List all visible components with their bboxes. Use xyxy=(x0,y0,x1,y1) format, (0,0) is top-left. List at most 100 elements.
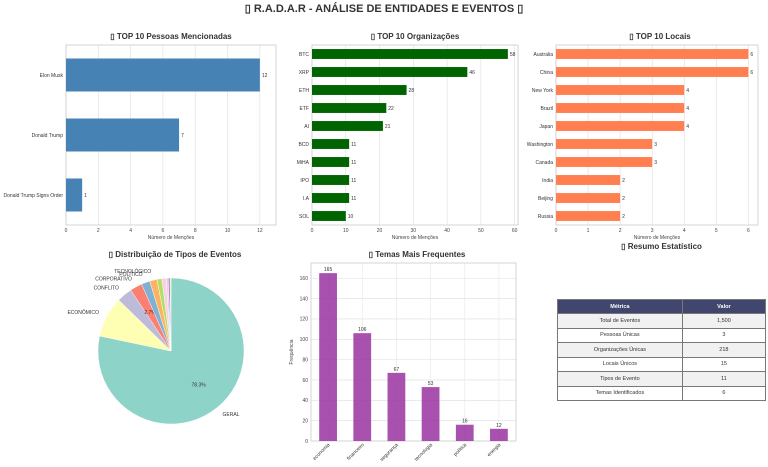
stats-value-cell: 1,500 xyxy=(681,313,767,329)
table-row: Locais Únicos 15 xyxy=(557,356,767,372)
stats-value-cell: 3 xyxy=(681,327,767,343)
themes-bar xyxy=(421,387,440,441)
stats-header-metric: Métrica xyxy=(557,299,683,314)
people-category-label: Donald Trump Signs Order xyxy=(4,193,64,199)
orgs-bar xyxy=(312,49,508,59)
orgs-category-label: BCD xyxy=(298,142,309,148)
orgs-x-tick-label: 40 xyxy=(444,228,450,234)
themes-category-label: financeiro xyxy=(346,442,366,462)
stats-metric-cell: Pessoas Únicas xyxy=(557,327,683,343)
people-x-tick-label: 12 xyxy=(257,228,263,234)
stats-metric-cell: Total de Eventos xyxy=(557,313,683,329)
locations-bar xyxy=(556,175,621,185)
locations-category-label: India xyxy=(542,178,553,184)
stats-table: Métrica Valor Total de Eventos 1,500 Pes… xyxy=(557,299,767,401)
orgs-bar xyxy=(312,139,350,149)
stats-title: ▯ Resumo Estatístico xyxy=(621,242,702,251)
people-x-tick-label: 0 xyxy=(65,228,68,234)
orgs-bar xyxy=(312,121,383,131)
locations-x-tick-label: 5 xyxy=(715,228,718,234)
pie-slice-label: POLÍTICO xyxy=(119,271,142,278)
themes-bar xyxy=(319,273,337,441)
locations-category-label: Washington xyxy=(527,142,553,148)
events-pie-title: ▯ Distribuição de Tipos de Eventos xyxy=(108,250,242,259)
table-row: Total de Eventos 1,500 xyxy=(557,313,767,329)
locations-category-label: Australia xyxy=(534,52,554,58)
stats-value-cell: 15 xyxy=(681,356,767,372)
locations-x-axis-title: Número de Menções xyxy=(634,235,681,241)
orgs-category-label: XRP xyxy=(299,70,310,76)
orgs-category-label: I.A xyxy=(303,196,310,202)
stats-value-cell: 218 xyxy=(681,342,767,358)
people-value-label: 1 xyxy=(84,193,87,199)
locations-value-label: 6 xyxy=(750,52,753,58)
locations-category-label: China xyxy=(540,70,553,76)
locations-category-label: Beijing xyxy=(538,196,553,202)
stats-table-wrap: Métrica Valor Total de Eventos 1,500 Pes… xyxy=(557,299,767,401)
locations-value-label: 6 xyxy=(750,70,753,76)
stats-header-row: Métrica Valor xyxy=(557,299,767,314)
locations-bar xyxy=(556,121,685,131)
people-x-tick-label: 4 xyxy=(129,228,132,234)
pie-pct-label: 78.3% xyxy=(192,383,207,389)
orgs-value-label: 11 xyxy=(351,196,356,202)
pie-slice xyxy=(97,277,245,425)
orgs-bar xyxy=(312,85,407,95)
stats-metric-cell: Temas Identificados xyxy=(557,385,683,401)
locations-x-tick-label: 6 xyxy=(747,228,750,234)
themes-value-label: 53 xyxy=(428,381,434,387)
locations-x-tick-label: 0 xyxy=(555,228,558,234)
themes-y-tick-label: 60 xyxy=(302,378,308,384)
locations-category-label: Brazil xyxy=(540,106,553,112)
themes-bar-chart: 0 20 40 60 80 100 120 140 160 165 economia 106 finan… xyxy=(289,262,517,463)
locations-chart-title: ▯ TOP 10 Locais xyxy=(629,32,691,41)
themes-category-label: segurança xyxy=(379,442,400,463)
stats-metric-cell: Organizações Únicas xyxy=(557,342,683,358)
stats-value-cell: 6 xyxy=(681,385,767,401)
orgs-value-label: 10 xyxy=(348,214,354,220)
themes-value-label: 106 xyxy=(358,327,367,333)
themes-chart-title: ▯ Temas Mais Frequentes xyxy=(368,250,466,259)
orgs-x-axis-title: Número de Menções xyxy=(392,235,439,241)
orgs-value-label: 46 xyxy=(469,70,475,76)
table-row: Tipos de Evento 11 xyxy=(557,371,767,387)
stats-metric-cell: Tipos de Evento xyxy=(557,371,683,387)
locations-bar xyxy=(556,49,749,59)
orgs-category-label: ETH xyxy=(299,88,309,94)
locations-plot-frame xyxy=(555,44,759,226)
themes-y-tick-label: 20 xyxy=(302,418,308,424)
locations-value-label: 2 xyxy=(622,214,625,220)
orgs-x-tick-label: 10 xyxy=(343,228,349,234)
table-row: Organizações Únicas 218 xyxy=(557,342,767,358)
pie-pct-label: 2.7% xyxy=(144,310,156,316)
table-row: Temas Identificados 6 xyxy=(557,385,767,401)
locations-x-tick-label: 3 xyxy=(651,228,654,234)
orgs-bar xyxy=(312,103,387,113)
themes-y-axis-title: Frequência xyxy=(289,339,295,364)
locations-bar xyxy=(556,193,621,203)
locations-value-label: 4 xyxy=(686,88,689,94)
locations-bar xyxy=(556,85,685,95)
locations-bar xyxy=(556,157,653,167)
orgs-bar xyxy=(312,67,468,77)
orgs-bar xyxy=(312,211,346,221)
events-pie-chart: GERAL 78.3% ECONÔMICO CONFLITO CORPORATIVO 2.… xyxy=(67,268,245,425)
stats-header-value: Valor xyxy=(681,299,767,314)
pie-slice-label: TECNOLÓGICO xyxy=(114,268,151,275)
people-value-label: 12 xyxy=(262,73,268,79)
orgs-x-tick-label: 0 xyxy=(311,228,314,234)
orgs-value-label: 21 xyxy=(385,124,391,130)
orgs-value-label: 11 xyxy=(351,160,356,166)
orgs-category-label: IPO xyxy=(300,178,309,184)
locations-bar xyxy=(556,211,621,221)
locations-category-label: Canada xyxy=(535,160,553,166)
locations-value-label: 3 xyxy=(654,142,657,148)
orgs-category-label: BTC xyxy=(299,52,309,58)
themes-category-label: política xyxy=(453,442,469,458)
locations-value-label: 2 xyxy=(622,196,625,202)
locations-value-label: 4 xyxy=(686,106,689,112)
themes-bar xyxy=(387,372,406,441)
orgs-value-label: 11 xyxy=(351,142,356,148)
orgs-x-tick-label: 30 xyxy=(411,228,417,234)
orgs-category-label: ETF xyxy=(300,106,309,112)
